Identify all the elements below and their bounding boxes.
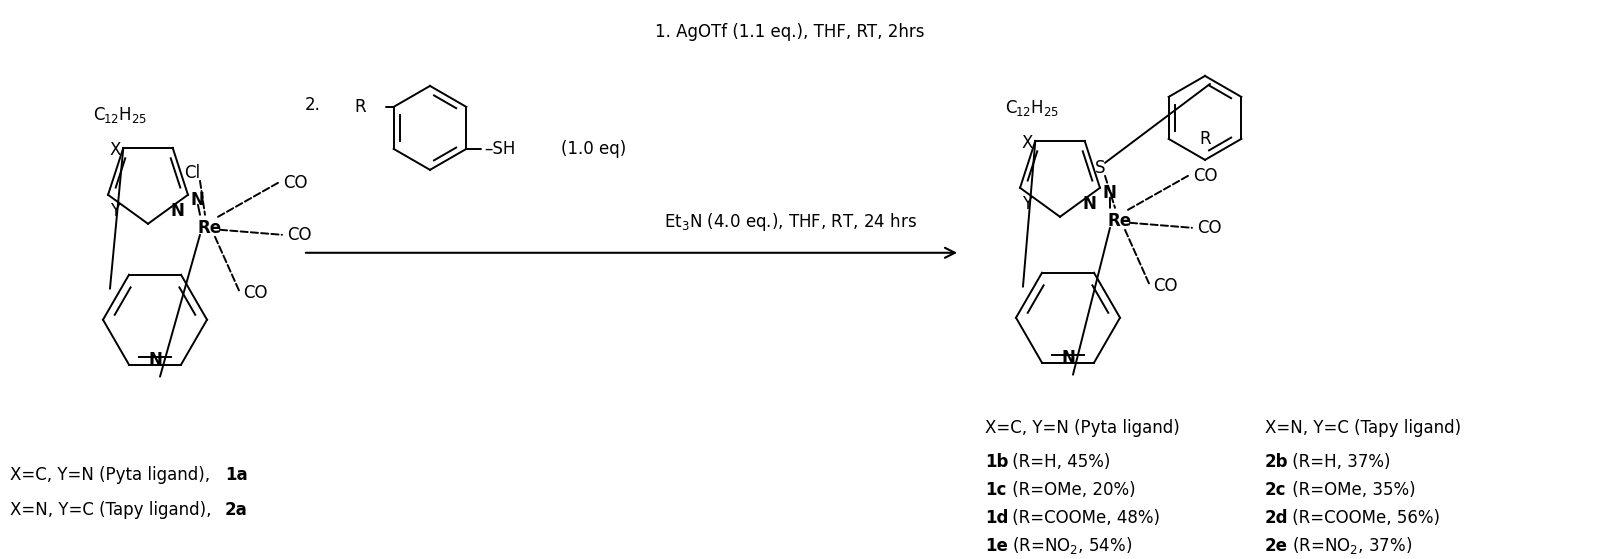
Text: 2a: 2a: [225, 500, 247, 519]
Text: 1b: 1b: [985, 453, 1008, 471]
Text: 2b: 2b: [1265, 453, 1287, 471]
Text: (R=OMe, 20%): (R=OMe, 20%): [1006, 481, 1135, 499]
Text: 2e: 2e: [1265, 537, 1287, 555]
Text: N: N: [191, 191, 204, 209]
Text: N: N: [170, 202, 185, 220]
Text: X=C, Y=N (Pyta ligand): X=C, Y=N (Pyta ligand): [985, 419, 1180, 437]
Text: $_{12}$H$_{25}$: $_{12}$H$_{25}$: [103, 105, 146, 125]
Text: 2.: 2.: [305, 96, 321, 114]
Text: (R=OMe, 35%): (R=OMe, 35%): [1286, 481, 1414, 499]
Text: 1. AgOTf (1.1 eq.), THF, RT, 2hrs: 1. AgOTf (1.1 eq.), THF, RT, 2hrs: [654, 23, 924, 41]
Text: R: R: [354, 98, 365, 116]
Text: Y: Y: [111, 202, 121, 220]
Text: (R=NO$_2$, 54%): (R=NO$_2$, 54%): [1006, 535, 1131, 556]
Text: (1.0 eq): (1.0 eq): [561, 140, 627, 158]
Text: Et$_3$N (4.0 eq.), THF, RT, 24 hrs: Et$_3$N (4.0 eq.), THF, RT, 24 hrs: [664, 211, 916, 233]
Text: (R=COOMe, 48%): (R=COOMe, 48%): [1006, 509, 1159, 527]
Text: Y: Y: [1022, 195, 1032, 213]
Text: Re: Re: [198, 219, 222, 237]
Text: (R=H, 45%): (R=H, 45%): [1006, 453, 1110, 471]
Text: C: C: [1004, 99, 1016, 117]
Text: $_{12}$H$_{25}$: $_{12}$H$_{25}$: [1014, 98, 1059, 118]
Text: CO: CO: [243, 284, 267, 302]
Text: 2d: 2d: [1265, 509, 1287, 527]
Text: 1c: 1c: [985, 481, 1006, 499]
Text: CO: CO: [1196, 219, 1221, 237]
Text: X=C, Y=N (Pyta ligand),: X=C, Y=N (Pyta ligand),: [10, 466, 215, 484]
Text: N: N: [1082, 195, 1096, 213]
Text: (R=H, 37%): (R=H, 37%): [1286, 453, 1390, 471]
Text: Cl: Cl: [183, 164, 199, 182]
Text: CO: CO: [1152, 277, 1176, 295]
Text: X=N, Y=C (Tapy ligand),: X=N, Y=C (Tapy ligand),: [10, 500, 217, 519]
Text: X: X: [109, 141, 121, 159]
Text: 1d: 1d: [985, 509, 1008, 527]
Text: 2c: 2c: [1265, 481, 1286, 499]
Text: CO: CO: [286, 226, 312, 244]
Text: N: N: [1061, 349, 1073, 367]
Text: Re: Re: [1107, 212, 1131, 230]
Text: C: C: [93, 106, 104, 124]
Text: CO: CO: [1192, 167, 1216, 185]
Text: CO: CO: [283, 174, 307, 192]
Text: 1e: 1e: [985, 537, 1008, 555]
Text: S: S: [1094, 159, 1104, 177]
Text: X=N, Y=C (Tapy ligand): X=N, Y=C (Tapy ligand): [1265, 419, 1461, 437]
Text: X: X: [1020, 134, 1032, 152]
Text: (R=COOMe, 56%): (R=COOMe, 56%): [1286, 509, 1440, 527]
Text: R: R: [1199, 130, 1210, 148]
Text: 1a: 1a: [225, 466, 247, 484]
Text: –SH: –SH: [484, 140, 516, 158]
Text: (R=NO$_2$, 37%): (R=NO$_2$, 37%): [1286, 535, 1411, 556]
Text: N: N: [148, 350, 162, 369]
Text: N: N: [1102, 184, 1117, 202]
